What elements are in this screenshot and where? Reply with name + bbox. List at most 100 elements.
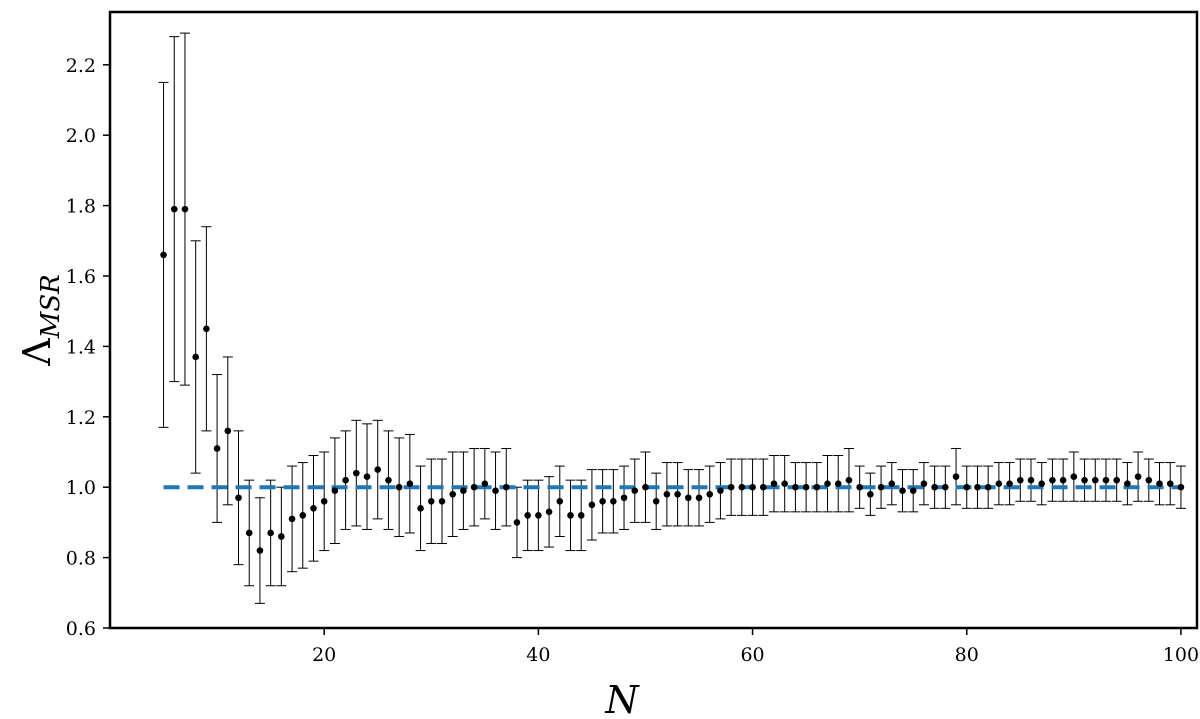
data-point bbox=[727, 483, 735, 491]
y-tick-label: 2.2 bbox=[66, 55, 96, 77]
data-point bbox=[492, 487, 499, 495]
data-point bbox=[588, 501, 596, 509]
data-point bbox=[952, 473, 960, 480]
data-point bbox=[674, 490, 681, 498]
data-point bbox=[288, 515, 296, 523]
data-point bbox=[203, 325, 210, 333]
data-point bbox=[267, 529, 274, 537]
data-point bbox=[845, 476, 853, 484]
data-point bbox=[856, 483, 863, 491]
data-point bbox=[802, 483, 810, 491]
data-point bbox=[759, 483, 767, 491]
y-tick-label: 1.4 bbox=[66, 336, 96, 358]
data-point bbox=[1059, 476, 1067, 484]
data-point bbox=[1081, 476, 1088, 484]
data-point bbox=[749, 483, 756, 491]
data-point bbox=[792, 483, 799, 491]
data-point bbox=[1177, 483, 1185, 491]
data-point bbox=[824, 480, 831, 487]
data-point bbox=[374, 466, 382, 473]
data-point bbox=[599, 497, 606, 505]
x-tick-label: 80 bbox=[955, 644, 979, 666]
data-point bbox=[631, 487, 639, 495]
data-point bbox=[888, 480, 896, 487]
data-point bbox=[385, 476, 392, 484]
x-tick-label: 100 bbox=[1163, 644, 1199, 666]
data-point bbox=[695, 494, 703, 502]
data-point bbox=[620, 494, 628, 502]
data-point bbox=[449, 490, 456, 498]
data-point bbox=[1134, 473, 1142, 480]
y-tick-label: 1.6 bbox=[66, 266, 96, 288]
data-point bbox=[652, 497, 660, 505]
x-tick-label: 40 bbox=[526, 644, 550, 666]
data-point bbox=[899, 487, 906, 495]
data-point bbox=[192, 353, 199, 361]
data-point bbox=[545, 508, 553, 516]
y-tick-label: 0.8 bbox=[66, 548, 96, 570]
x-tick-label: 60 bbox=[740, 644, 764, 666]
data-point bbox=[1156, 480, 1163, 487]
x-tick-label: 20 bbox=[312, 644, 336, 666]
data-point bbox=[235, 494, 242, 502]
data-point bbox=[556, 497, 564, 505]
data-point bbox=[717, 487, 724, 495]
data-point bbox=[931, 483, 938, 491]
data-point bbox=[278, 533, 285, 540]
x-axis-label: N bbox=[604, 678, 640, 719]
data-point bbox=[610, 497, 617, 505]
y-axis-label-sub: MSR bbox=[36, 274, 66, 339]
data-point bbox=[909, 487, 917, 495]
x-axis: 20 40 60 80 100 bbox=[312, 628, 1199, 666]
data-point bbox=[1006, 480, 1013, 487]
data-point bbox=[170, 205, 178, 213]
data-point bbox=[224, 427, 232, 435]
data-point bbox=[1102, 476, 1110, 484]
data-point bbox=[1038, 480, 1046, 487]
errorbars-layer bbox=[158, 32, 1186, 604]
data-point bbox=[513, 519, 521, 526]
data-point bbox=[1027, 476, 1035, 484]
y-tick-label: 1.8 bbox=[66, 196, 96, 218]
y-axis-label: ΛMSR bbox=[15, 274, 66, 366]
y-tick-label: 2.0 bbox=[66, 125, 96, 147]
data-point bbox=[1166, 480, 1174, 487]
y-axis-label-main: Λ bbox=[15, 338, 59, 367]
data-point bbox=[481, 480, 489, 487]
data-point bbox=[256, 547, 264, 554]
y-tick-label: 1.0 bbox=[66, 477, 96, 499]
data-point bbox=[299, 512, 307, 519]
plot-frame bbox=[108, 10, 1199, 630]
data-point bbox=[1124, 480, 1131, 487]
data-point bbox=[342, 476, 349, 484]
data-point bbox=[1049, 476, 1056, 484]
data-point bbox=[920, 480, 928, 487]
data-point bbox=[535, 512, 542, 519]
data-point bbox=[995, 480, 1003, 487]
data-point bbox=[685, 494, 692, 502]
data-point bbox=[181, 205, 189, 213]
data-point bbox=[320, 497, 328, 505]
data-point bbox=[213, 445, 221, 452]
data-point bbox=[310, 505, 317, 512]
data-point bbox=[942, 483, 949, 491]
data-point bbox=[1016, 476, 1024, 484]
data-point bbox=[974, 483, 981, 491]
data-point bbox=[524, 512, 531, 519]
data-point bbox=[738, 483, 746, 491]
data-point bbox=[363, 473, 371, 480]
data-point bbox=[1113, 476, 1120, 484]
data-point bbox=[781, 480, 788, 487]
data-point bbox=[160, 251, 167, 259]
data-point bbox=[567, 512, 574, 519]
data-point bbox=[460, 487, 467, 495]
data-point bbox=[963, 483, 971, 491]
data-point bbox=[417, 505, 424, 512]
data-point bbox=[353, 469, 360, 477]
data-point bbox=[331, 487, 339, 495]
data-point bbox=[470, 483, 478, 491]
data-point bbox=[1145, 476, 1153, 484]
y-tick-label: 1.2 bbox=[66, 407, 96, 429]
data-point bbox=[395, 483, 403, 491]
data-point bbox=[984, 483, 992, 491]
